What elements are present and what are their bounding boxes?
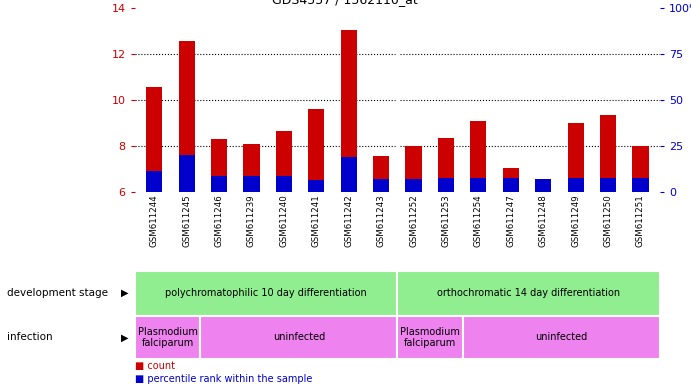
Bar — [502, 168, 519, 192]
Bar — [276, 131, 292, 192]
Text: GSM611254: GSM611254 — [474, 194, 483, 247]
Bar — [471, 178, 486, 192]
Text: GSM611243: GSM611243 — [377, 194, 386, 247]
Bar — [471, 121, 486, 192]
Text: ■ percentile rank within the sample: ■ percentile rank within the sample — [135, 374, 312, 384]
Text: GSM611241: GSM611241 — [312, 194, 321, 247]
Bar — [438, 138, 454, 192]
Text: GSM611246: GSM611246 — [214, 194, 223, 247]
Bar — [463, 316, 660, 359]
Text: ■ count: ■ count — [135, 361, 175, 371]
Text: GSM611242: GSM611242 — [344, 194, 353, 247]
Bar — [308, 180, 324, 192]
Text: GSM611250: GSM611250 — [603, 194, 612, 247]
Text: ▶: ▶ — [121, 332, 129, 343]
Text: ▶: ▶ — [121, 288, 129, 298]
Bar — [243, 144, 260, 192]
Text: orthochromatic 14 day differentiation: orthochromatic 14 day differentiation — [437, 288, 621, 298]
Bar — [211, 139, 227, 192]
Bar — [406, 179, 422, 192]
Bar — [341, 157, 357, 192]
Bar — [406, 146, 422, 192]
Bar — [632, 146, 649, 192]
Bar — [276, 176, 292, 192]
Bar — [308, 109, 324, 192]
Bar — [600, 178, 616, 192]
Text: GSM611253: GSM611253 — [442, 194, 451, 247]
Text: GSM611247: GSM611247 — [507, 194, 515, 247]
Text: GSM611251: GSM611251 — [636, 194, 645, 247]
Bar — [341, 30, 357, 192]
Title: GDS4557 / 1562110_at: GDS4557 / 1562110_at — [272, 0, 417, 7]
Text: polychromatophilic 10 day differentiation: polychromatophilic 10 day differentiatio… — [165, 288, 367, 298]
Text: uninfected: uninfected — [536, 332, 587, 343]
Text: GSM611248: GSM611248 — [539, 194, 548, 247]
Bar — [502, 178, 519, 192]
Bar — [178, 155, 195, 192]
Bar — [567, 178, 584, 192]
Bar — [535, 179, 551, 192]
Bar — [211, 176, 227, 192]
Text: uninfected: uninfected — [273, 332, 325, 343]
Text: development stage: development stage — [7, 288, 108, 298]
Text: Plasmodium
falciparum: Plasmodium falciparum — [138, 326, 198, 348]
Bar — [200, 316, 397, 359]
Bar — [567, 123, 584, 192]
Text: GSM611249: GSM611249 — [571, 194, 580, 247]
Bar — [600, 115, 616, 192]
Text: GSM611245: GSM611245 — [182, 194, 191, 247]
Bar — [373, 179, 389, 192]
Bar — [135, 316, 200, 359]
Bar — [135, 271, 397, 316]
Text: Plasmodium
falciparum: Plasmodium falciparum — [400, 326, 460, 348]
Bar — [243, 176, 260, 192]
Bar — [397, 271, 660, 316]
Bar — [146, 87, 162, 192]
Bar — [535, 179, 551, 192]
Bar — [373, 156, 389, 192]
Text: GSM611239: GSM611239 — [247, 194, 256, 247]
Bar — [397, 316, 463, 359]
Bar — [632, 178, 649, 192]
Bar — [178, 41, 195, 192]
Text: GSM611240: GSM611240 — [279, 194, 288, 247]
Text: GSM611252: GSM611252 — [409, 194, 418, 247]
Bar — [438, 178, 454, 192]
Bar — [146, 171, 162, 192]
Text: GSM611244: GSM611244 — [150, 194, 159, 247]
Text: infection: infection — [7, 332, 53, 343]
